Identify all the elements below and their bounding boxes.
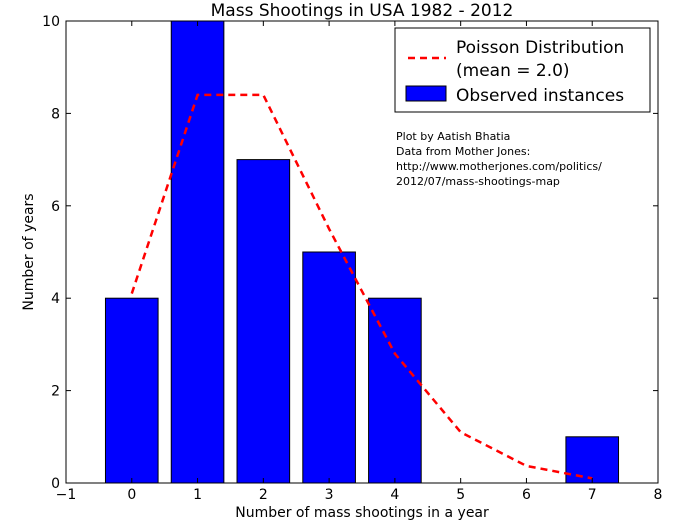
- legend-observed-label: Observed instances: [456, 86, 624, 106]
- y-tick-label: 10: [42, 14, 60, 30]
- bar-x-3: [302, 251, 356, 484]
- legend-poisson-label-line1: Poisson Distribution: [456, 38, 624, 58]
- bar-x-4: [368, 297, 422, 484]
- bar-group: [104, 20, 620, 484]
- x-tick-label: 7: [588, 487, 597, 503]
- x-tick-label: 2: [259, 487, 268, 503]
- bar-x-0: [104, 297, 159, 484]
- credit-line-2: Data from Mother Jones:: [396, 145, 530, 158]
- credit-line-4: 2012/07/mass-shootings-map: [396, 175, 560, 188]
- y-axis-label: Number of years: [21, 193, 37, 310]
- credit-line-3: http://www.motherjones.com/politics/: [396, 160, 602, 173]
- bar-x-7: [565, 436, 620, 484]
- credit-line-1: Plot by Aatish Bhatia: [396, 130, 510, 143]
- y-tick-label: 8: [51, 106, 60, 122]
- y-tick-label: 2: [51, 384, 60, 400]
- x-tick-label: 3: [325, 487, 334, 503]
- y-tick-label: 4: [51, 291, 60, 307]
- bar-x-2: [236, 159, 291, 484]
- credit-annotation: Plot by Aatish Bhatia Data from Mother J…: [396, 130, 602, 188]
- x-tick-label: 4: [390, 487, 399, 503]
- legend-bar-swatch: [405, 85, 447, 102]
- x-tick-label: 5: [456, 487, 465, 503]
- poisson-line-group: [130, 93, 593, 480]
- x-axis-label: Number of mass shootings in a year: [235, 505, 489, 521]
- plot-frame: [65, 20, 659, 484]
- y-tick-label: 0: [51, 476, 60, 492]
- poisson-line: [130, 93, 593, 480]
- x-tick-label: 0: [127, 487, 136, 503]
- legend-poisson-label-line2: (mean = 2.0): [456, 61, 570, 81]
- x-tick-label: 6: [522, 487, 531, 503]
- x-tick-label: −1: [56, 487, 77, 503]
- x-tick-label: 8: [654, 487, 663, 503]
- y-tick-label: 6: [51, 199, 60, 215]
- legend: Poisson Distribution (mean = 2.0) Observ…: [394, 27, 651, 113]
- x-tick-label: 1: [193, 487, 202, 503]
- bar-x-1: [170, 20, 225, 484]
- chart-title: Mass Shootings in USA 1982 - 2012: [211, 1, 514, 21]
